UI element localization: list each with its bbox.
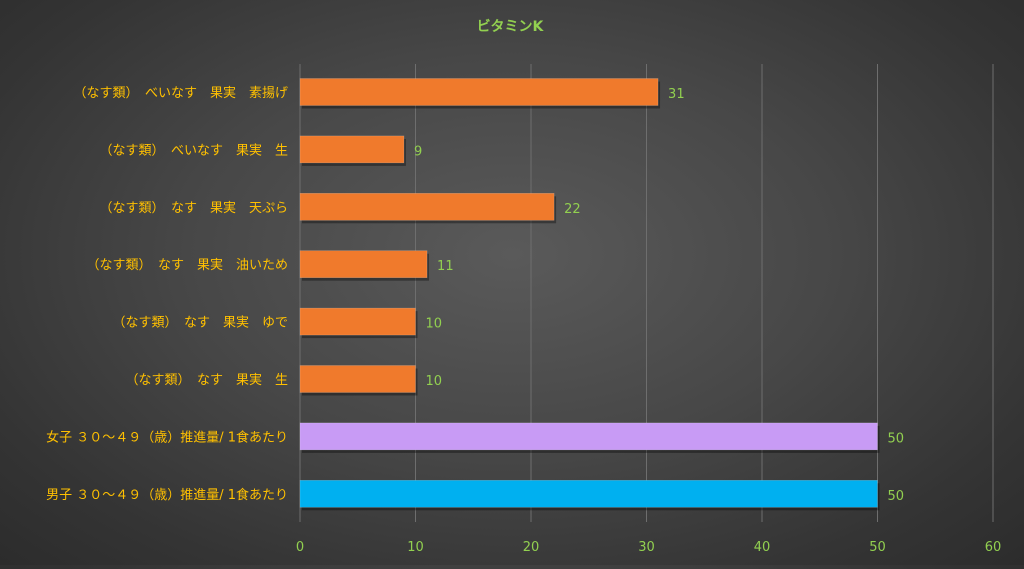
bar [299, 422, 878, 451]
value-label: 10 [426, 317, 443, 332]
bar [299, 193, 555, 221]
category-label: （なす類） べいなす 果実 生 [99, 142, 288, 158]
x-axis-tick-labels: 0 10 20 30 40 50 60 [296, 540, 1001, 555]
value-label: 31 [668, 87, 685, 102]
bar [299, 307, 416, 336]
x-tick-label: 20 [523, 540, 540, 555]
x-tick-label: 50 [869, 540, 886, 555]
value-label: 50 [888, 431, 905, 446]
bar [299, 250, 428, 278]
category-label: （なす類） なす 果実 天ぷら [99, 200, 288, 216]
category-label: （なす類） なす 果実 油いため [86, 257, 288, 273]
bars [299, 78, 880, 511]
bar [299, 479, 878, 508]
category-label: （なす類） なす 果実 生 [125, 372, 288, 388]
category-labels: （なす類） べいなす 果実 素揚げ （なす類） べいなす 果実 生 （なす類） なす… [46, 85, 288, 503]
value-label: 9 [414, 144, 422, 159]
bar [299, 78, 659, 106]
category-label: 女子 ３０～４９（歳）推進量/ 1食あたり [46, 429, 288, 445]
category-label: （なす類） べいなす 果実 素揚げ [73, 85, 288, 101]
x-tick-label: 10 [407, 540, 424, 555]
category-label: 男子 ３０～４９（歳）推進量/ 1食あたり [46, 487, 288, 503]
value-label: 11 [437, 259, 454, 274]
value-labels: 31 9 22 11 10 10 50 50 [414, 87, 904, 504]
x-tick-label: 60 [985, 540, 1002, 555]
chart-title: ビタミンK [477, 19, 545, 35]
value-label: 10 [426, 374, 443, 389]
gridlines [299, 64, 994, 522]
value-label: 22 [564, 202, 581, 217]
x-tick-label: 30 [638, 540, 655, 555]
category-label: （なす類） なす 果実 ゆで [112, 315, 288, 331]
value-label: 50 [888, 489, 905, 504]
bar [299, 135, 405, 164]
x-tick-label: 40 [754, 540, 771, 555]
x-tick-label: 0 [296, 540, 304, 555]
bar [299, 365, 416, 393]
